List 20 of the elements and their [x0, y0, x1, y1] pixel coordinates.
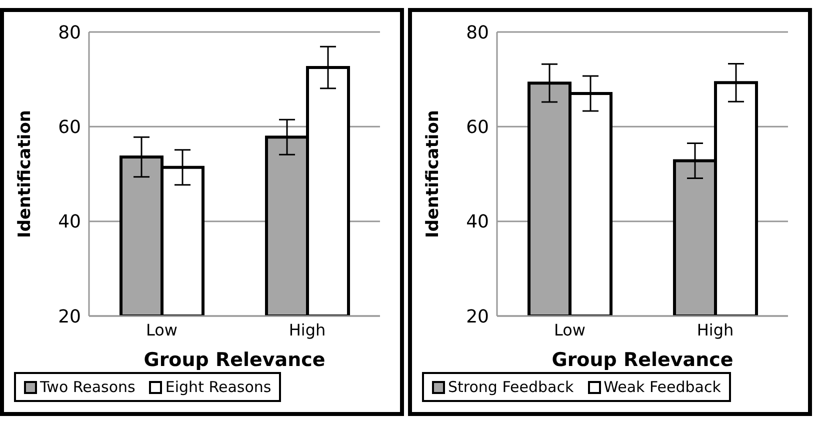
legend-label: Strong Feedback	[448, 378, 574, 396]
legend-label: Weak Feedback	[604, 378, 721, 396]
y-tick-label: 80	[58, 22, 81, 44]
legend-label: Eight Reasons	[165, 378, 272, 396]
y-tick-label: 40	[466, 212, 489, 233]
x-axis-title: Group Relevance	[552, 349, 734, 371]
x-axis-title: Group Relevance	[144, 349, 326, 371]
x-tick-label: Low	[554, 320, 586, 340]
legend-label: Two Reasons	[40, 378, 136, 396]
x-tick-label: High	[288, 320, 326, 340]
x-tick-label: High	[696, 320, 734, 340]
y-tick-label: 60	[58, 117, 81, 138]
y-tick-label: 80	[466, 22, 489, 44]
y-tick-label: 20	[466, 306, 489, 328]
y-axis-title: Identification	[423, 110, 444, 238]
x-tick-label: Low	[146, 320, 178, 340]
y-tick-label: 20	[58, 306, 81, 328]
y-tick-label: 40	[58, 212, 81, 233]
y-axis-title: Identification	[15, 110, 36, 238]
y-tick-label: 60	[466, 117, 489, 138]
